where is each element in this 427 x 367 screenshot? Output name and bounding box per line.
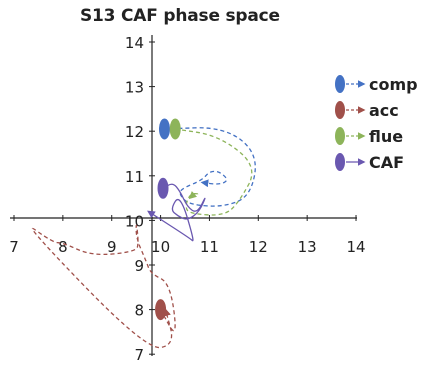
legend-label-acc: acc bbox=[369, 101, 399, 120]
series-start-marker-acc bbox=[155, 299, 167, 321]
legend-label-comp: comp bbox=[369, 75, 418, 94]
x-tick-label: 11 bbox=[200, 238, 219, 256]
y-tick-label: 7 bbox=[134, 346, 144, 362]
legend-marker-acc bbox=[335, 101, 345, 119]
y-tick-label: 11 bbox=[125, 168, 144, 186]
series-line-flue bbox=[175, 128, 253, 216]
y-tick-label: 13 bbox=[125, 79, 144, 97]
legend-label-flue: flue bbox=[369, 127, 403, 146]
x-tick-label: 8 bbox=[58, 238, 68, 256]
y-tick-label: 10 bbox=[125, 212, 144, 230]
legend-marker-flue bbox=[335, 127, 345, 145]
y-tick-label: 14 bbox=[125, 34, 144, 52]
y-tick-label: 8 bbox=[134, 302, 144, 320]
y-tick-label: 12 bbox=[125, 123, 144, 141]
series-line-caf bbox=[147, 183, 206, 242]
x-tick-label: 14 bbox=[346, 238, 365, 256]
x-tick-label: 12 bbox=[249, 238, 268, 256]
y-tick-label: 9 bbox=[134, 257, 144, 275]
x-tick-label: 13 bbox=[298, 238, 317, 256]
legend-marker-comp bbox=[335, 75, 345, 93]
legend-label-caf: CAF bbox=[369, 153, 404, 172]
x-tick-label: 7 bbox=[9, 238, 19, 256]
series-start-marker-flue bbox=[169, 118, 181, 140]
series-line-acc bbox=[31, 224, 176, 349]
series-start-marker-comp bbox=[158, 118, 170, 140]
x-tick-label: 9 bbox=[107, 238, 117, 256]
legend-marker-caf bbox=[335, 153, 345, 171]
series-line-comp bbox=[164, 127, 256, 207]
chart-title: S13 CAF phase space bbox=[80, 6, 280, 26]
series-start-marker-caf bbox=[157, 177, 169, 199]
x-tick-label: 10 bbox=[151, 238, 170, 256]
